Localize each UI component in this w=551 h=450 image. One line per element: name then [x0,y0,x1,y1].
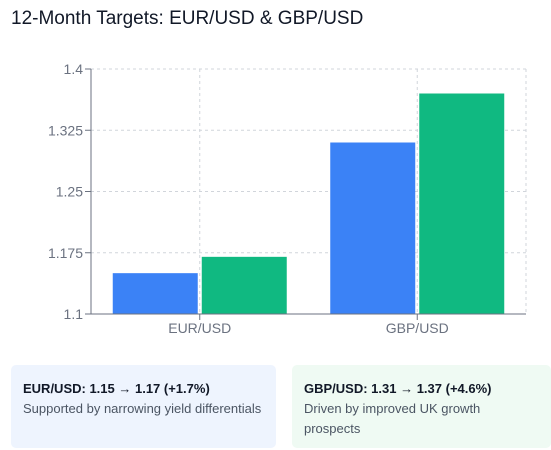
y-tick-label: 1.325 [48,122,83,138]
bar-eur-usd-series-1 [112,273,198,314]
eur-usd-headline: EUR/USD: 1.15 → 1.17 (+1.7%) [23,381,210,396]
eur-usd-summary-card: EUR/USD: 1.15 → 1.17 (+1.7%) Supported b… [11,365,276,448]
y-tick-label: 1.175 [48,245,83,261]
y-tick-label: 1.4 [64,61,84,77]
bar-gbp-usd-series-2 [419,93,505,314]
x-tick-label: GBP/USD [386,320,449,336]
y-tick-label: 1.1 [64,306,84,322]
eur-usd-description: Supported by narrowing yield differentia… [23,401,262,416]
x-tick-label: EUR/USD [168,320,231,336]
bar-gbp-usd-series-1 [330,142,416,314]
bar-chart: 1.1 1.175 1.25 1.325 1.4 EUR/USD GBP/USD [48,61,527,336]
gbp-usd-headline: GBP/USD: 1.31 → 1.37 (+4.6%) [304,381,492,396]
gbp-usd-summary-card: GBP/USD: 1.31 → 1.37 (+4.6%) Driven by i… [292,365,551,448]
bar-eur-usd-series-2 [201,256,287,314]
page-title: 12-Month Targets: EUR/USD & GBP/USD [11,8,364,29]
y-tick-label: 1.25 [56,184,83,200]
gbp-usd-description: Driven by improved UK growth prospects [304,401,481,436]
